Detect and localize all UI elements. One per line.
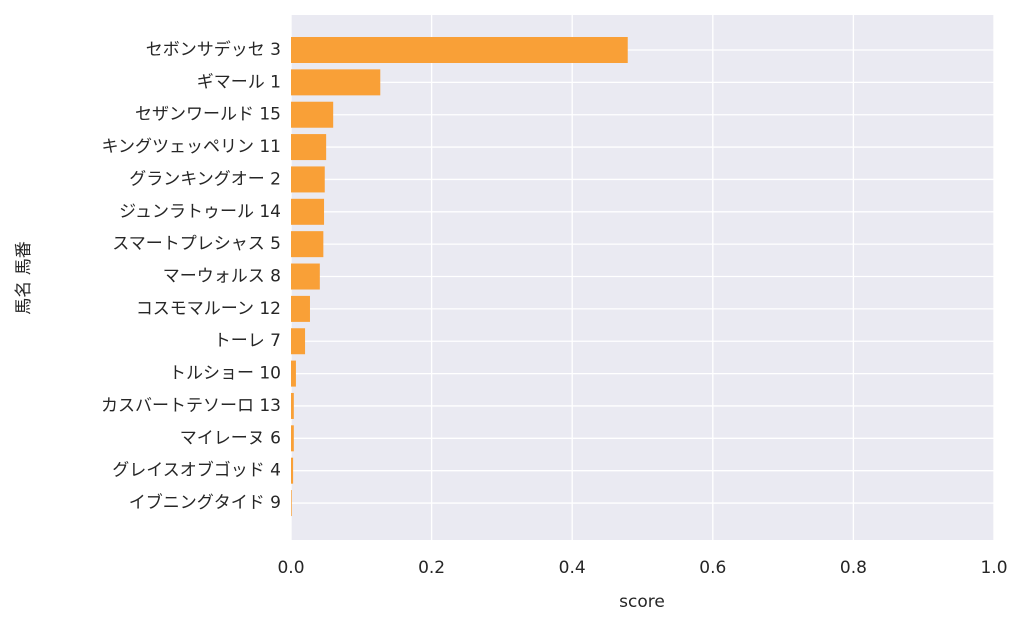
x-tick-label: 0.8	[840, 558, 867, 578]
y-tick-label: イブニングタイド 9	[129, 492, 281, 513]
y-tick-label: グランキングオー 2	[129, 169, 281, 189]
x-tick-label: 0.6	[699, 558, 726, 578]
bar	[291, 69, 381, 96]
y-tick-label: セボンサデッセ 3	[146, 39, 281, 60]
bar	[291, 263, 320, 290]
grid	[290, 15, 995, 540]
x-tick-label: 0.2	[418, 558, 445, 578]
y-tick-label: トルショー 10	[169, 364, 281, 384]
bar	[291, 166, 325, 193]
bar	[291, 231, 324, 258]
bar	[291, 295, 310, 322]
plot-area	[291, 15, 994, 540]
y-tick-label: キングツェッペリン 11	[101, 137, 281, 157]
y-tick-label: カスバートテソーロ 13	[101, 396, 281, 416]
bar	[291, 490, 292, 517]
bar	[291, 425, 294, 452]
bar	[291, 37, 628, 63]
x-tick-label: 0.4	[559, 558, 586, 578]
y-axis-label: 馬名 馬番	[14, 241, 34, 314]
x-tick-label: 1.0	[980, 558, 1007, 578]
y-tick-label: マーウォルス 8	[163, 267, 281, 287]
marks	[291, 37, 628, 517]
bar	[291, 198, 325, 225]
y-tick-label: セザンワールド 15	[135, 105, 281, 125]
bar	[291, 360, 296, 387]
bar	[291, 392, 294, 419]
y-tick-label: グレイスオブゴッド 4	[112, 460, 281, 481]
y-tick-label: スマートプレシャス 5	[112, 234, 281, 254]
y-tick-label: ジュンラトゥール 14	[119, 202, 281, 222]
y-tick-label: ギマール 1	[197, 72, 281, 92]
bar	[291, 134, 327, 161]
y-tick-label: マイレーヌ 6	[180, 428, 281, 448]
x-axis-label: score	[619, 592, 665, 612]
y-tick-label: コスモマルーン 12	[136, 299, 281, 319]
y-tick-label: トーレ 7	[214, 331, 281, 351]
bar	[291, 101, 334, 128]
x-tick-label: 0.0	[277, 558, 304, 578]
bar	[291, 457, 294, 484]
bar	[291, 328, 306, 355]
